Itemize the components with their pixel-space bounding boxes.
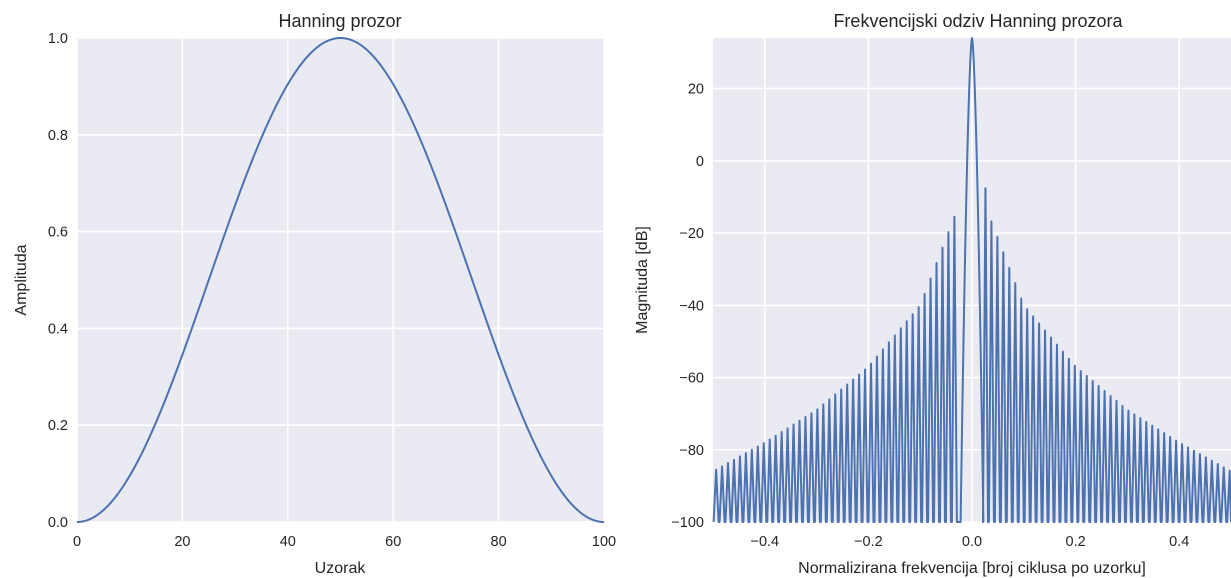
ticks-left: 0 20 40 60 80 100 0.0 0.2 0.4 0.6 0.8 1.0 — [48, 31, 616, 550]
x-tick-label: 60 — [385, 534, 401, 550]
y-tick-label: 20 — [688, 82, 704, 98]
y-tick-label: 0.6 — [48, 225, 68, 241]
y-axis-label-left: Amplituda — [13, 244, 30, 315]
series-line-frequency-response — [712, 37, 1231, 523]
y-tick-label: 0.0 — [48, 515, 68, 531]
x-tick-label: 0.0 — [962, 534, 982, 550]
y-tick-label: −60 — [679, 371, 704, 387]
chart-title-left: Hanning prozor — [278, 11, 401, 31]
series-line-hanning-window — [76, 36, 605, 523]
x-tick-label: 0 — [73, 534, 81, 550]
x-tick-label: −0.2 — [854, 534, 883, 550]
y-tick-label: 0.2 — [48, 418, 68, 434]
x-tick-label: 20 — [174, 534, 190, 550]
y-tick-label: 1.0 — [48, 31, 68, 47]
y-tick-label: 0 — [696, 154, 704, 170]
y-tick-label: −100 — [671, 515, 704, 531]
ticks-right: −0.4 −0.2 0.0 0.2 0.4 −100 −80 −60 −40 −20 0 20 — [671, 82, 1189, 550]
chart-right: −0.4 −0.2 0.0 0.2 0.4 −100 −80 −60 −40 −20 0 20 Fre… — [634, 11, 1231, 577]
x-tick-label: 100 — [592, 534, 616, 550]
x-tick-label: 40 — [280, 534, 296, 550]
x-tick-label: −0.4 — [750, 534, 779, 550]
y-tick-label: 0.4 — [48, 321, 68, 337]
grid-left — [76, 37, 605, 523]
x-axis-label-left: Uzorak — [315, 560, 367, 577]
y-tick-label: −80 — [679, 443, 704, 459]
y-tick-label: 0.8 — [48, 128, 68, 144]
x-tick-label: 0.2 — [1066, 534, 1086, 550]
chart-left: 0 20 40 60 80 100 0.0 0.2 0.4 0.6 0.8 1.0 Hanning p… — [13, 11, 616, 577]
y-tick-label: −20 — [679, 226, 704, 242]
y-tick-label: −40 — [679, 298, 704, 314]
chart-title-right: Frekvencijski odziv Hanning prozora — [833, 11, 1123, 31]
plot-area-left — [77, 38, 604, 522]
y-axis-label-right: Magnituda [dB] — [634, 226, 651, 334]
x-tick-label: 80 — [491, 534, 507, 550]
x-axis-label-right: Normalizirana frekvencija [broj ciklusa … — [798, 560, 1146, 577]
x-tick-label: 0.4 — [1169, 534, 1189, 550]
